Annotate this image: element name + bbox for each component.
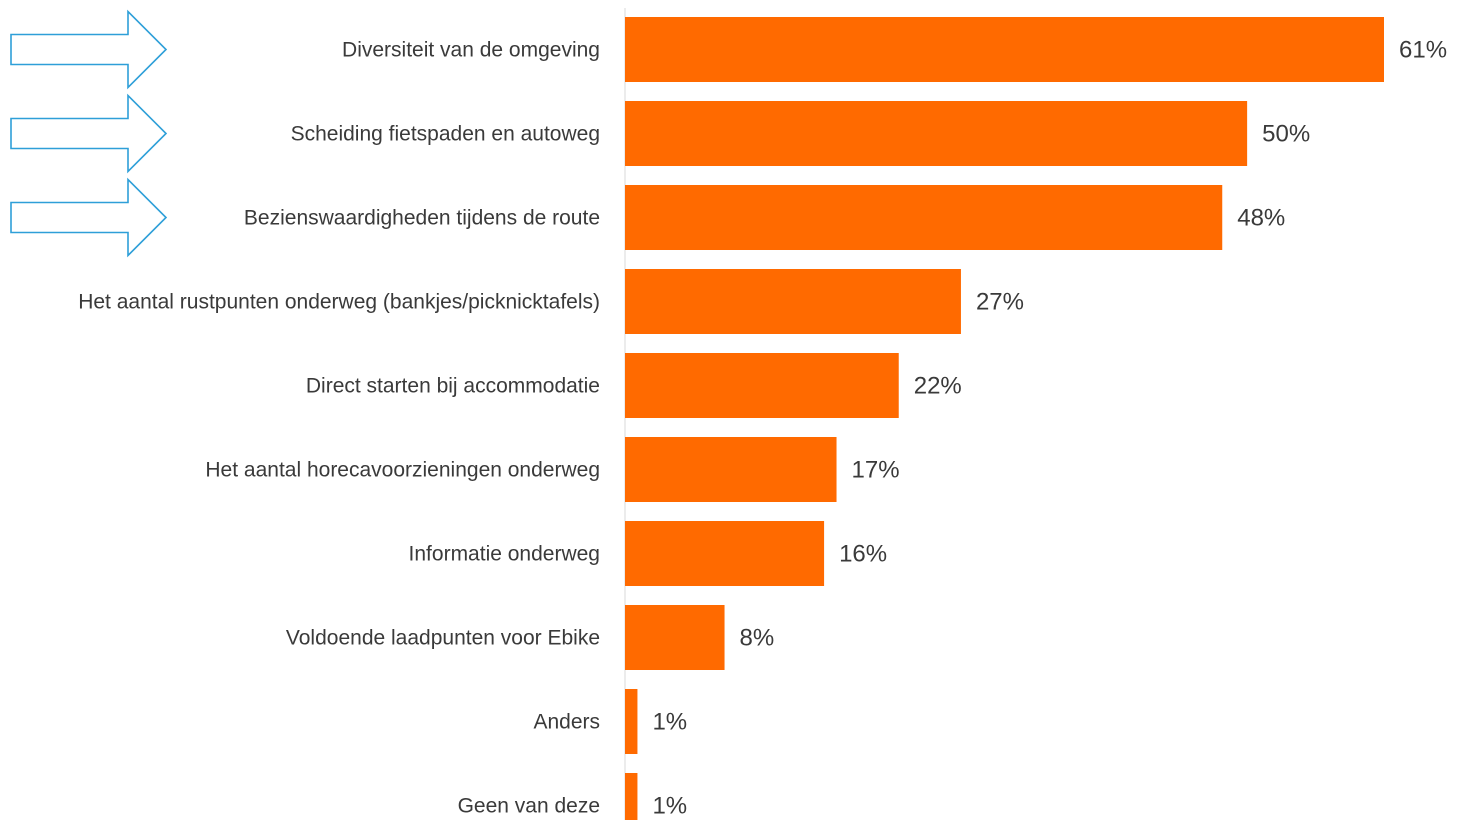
bar-1 — [625, 17, 1384, 82]
bar-9 — [625, 689, 638, 754]
category-label-10: Geen van deze — [458, 795, 600, 818]
category-label-4: Het aantal rustpunten onderweg (bankjes/… — [78, 291, 600, 314]
arrow-icon-1 — [10, 9, 168, 90]
bars-group — [625, 17, 1384, 820]
value-label-9: 1% — [652, 709, 687, 736]
value-label-6: 17% — [852, 457, 900, 484]
value-labels: 61% 50% 48% 27% 22% 17% 16% 8% 1% 1% — [652, 37, 1447, 820]
bar-2 — [625, 101, 1248, 166]
category-label-8: Voldoende laadpunten voor Ebike — [286, 627, 600, 650]
category-label-1: Diversiteit van de omgeving — [342, 39, 600, 62]
value-label-10: 1% — [652, 793, 687, 820]
bar-6 — [625, 437, 837, 502]
bar-8 — [625, 605, 725, 670]
value-label-4: 27% — [976, 289, 1024, 316]
bar-3 — [625, 185, 1223, 250]
value-label-5: 22% — [914, 373, 962, 400]
value-label-2: 50% — [1262, 121, 1310, 148]
category-label-5: Direct starten bij accommodatie — [306, 375, 600, 398]
value-label-3: 48% — [1237, 205, 1285, 232]
category-label-2: Scheiding fietspaden en autoweg — [291, 123, 600, 146]
value-label-7: 16% — [839, 541, 887, 568]
category-label-6: Het aantal horecavoorzieningen onderweg — [205, 459, 600, 482]
category-label-3: Bezienswaardigheden tijdens de route — [244, 207, 600, 230]
bar-4 — [625, 269, 961, 334]
category-label-9: Anders — [533, 711, 600, 734]
bar-10 — [625, 773, 638, 820]
value-label-1: 61% — [1399, 37, 1447, 64]
arrow-icon-2 — [10, 93, 168, 174]
arrow-icon-3 — [10, 177, 168, 258]
category-labels: Diversiteit van de omgeving Scheiding fie… — [78, 39, 600, 818]
bar-7 — [625, 521, 825, 586]
value-label-8: 8% — [740, 625, 775, 652]
category-label-7: Informatie onderweg — [409, 543, 600, 566]
highlight-arrows — [10, 9, 168, 258]
bar-5 — [625, 353, 899, 418]
